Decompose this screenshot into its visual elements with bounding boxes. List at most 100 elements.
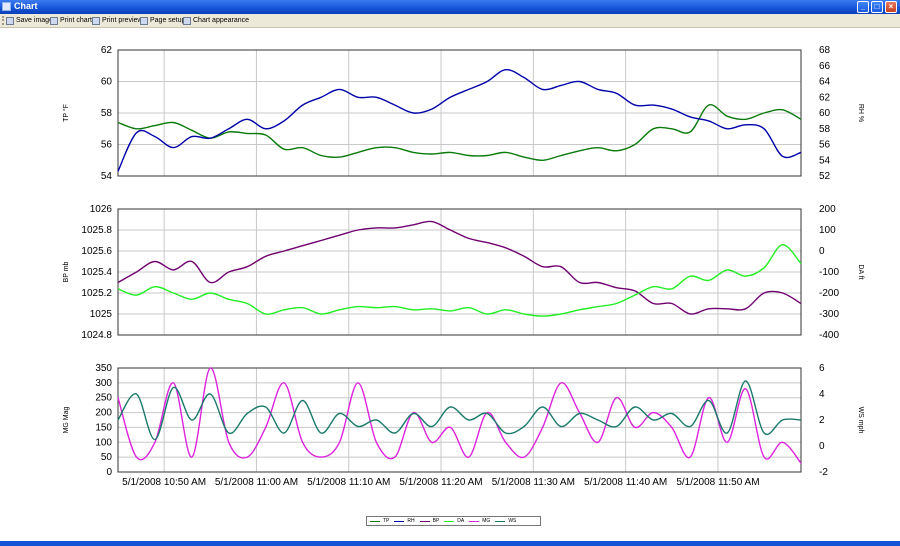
- legend-item-rh: RH: [394, 518, 415, 524]
- chart-appearance-icon: [183, 16, 191, 25]
- page-setup-icon: [140, 16, 148, 25]
- right-tick-label: 68: [819, 45, 831, 56]
- legend-swatch: [419, 520, 430, 522]
- series-da-line: [117, 244, 802, 317]
- x-tick-label: 5/1/2008 11:00 AM: [215, 477, 298, 488]
- minimize-button[interactable]: _: [857, 1, 869, 13]
- right-tick-label: 200: [819, 204, 836, 215]
- left-tick-label: 350: [95, 363, 112, 374]
- x-tick-label: 5/1/2008 10:50 AM: [122, 477, 206, 488]
- legend-item-ws: WS: [495, 518, 516, 524]
- left-tick-label: 1025.8: [81, 225, 112, 236]
- app-icon: [2, 2, 11, 11]
- left-tick-label: 1025: [90, 309, 113, 320]
- left-tick-label: 60: [101, 77, 113, 88]
- right-tick-label: -100: [819, 267, 839, 278]
- x-tick-label: 5/1/2008 11:10 AM: [307, 477, 390, 488]
- toolbar: Save image Print chart Print preview Pag…: [0, 14, 900, 28]
- right-tick-label: -200: [819, 288, 839, 299]
- print-chart-button[interactable]: Print chart: [50, 15, 92, 26]
- left-axis-title: BP mb: [63, 261, 70, 282]
- right-tick-label: -300: [819, 309, 839, 320]
- window-title: Chart: [14, 1, 38, 11]
- left-tick-label: 58: [101, 108, 113, 119]
- series-rh-line: [117, 68, 802, 172]
- left-tick-label: 250: [95, 393, 112, 404]
- legend-label: BP: [432, 518, 440, 524]
- x-tick-label: 5/1/2008 11:50 AM: [676, 477, 759, 488]
- left-tick-label: 1025.2: [81, 288, 112, 299]
- legend-label: WS: [508, 518, 517, 524]
- left-tick-label: 1024.8: [81, 330, 112, 341]
- legend-label: DA: [457, 518, 465, 524]
- legend-item-tp: TP: [370, 518, 389, 524]
- print-preview-label: Print preview: [102, 17, 143, 24]
- right-tick-label: 66: [819, 61, 831, 72]
- left-tick-label: 56: [101, 140, 113, 151]
- page-setup-button[interactable]: Page setup: [140, 15, 185, 26]
- left-tick-label: 1026: [90, 204, 113, 215]
- left-tick-label: 100: [95, 437, 112, 448]
- x-tick-label: 5/1/2008 11:20 AM: [399, 477, 482, 488]
- legend-label: TP: [383, 518, 390, 524]
- plot-frame: [117, 49, 802, 177]
- right-tick-label: 62: [819, 92, 831, 103]
- print-icon: [50, 16, 58, 25]
- chart-appearance-button[interactable]: Chart appearance: [183, 15, 249, 26]
- left-tick-label: 50: [101, 452, 113, 463]
- x-tick-label: 5/1/2008 11:40 AM: [584, 477, 667, 488]
- close-button[interactable]: ×: [885, 1, 897, 13]
- left-tick-label: 150: [95, 422, 112, 433]
- legend-label: MG: [482, 518, 491, 524]
- series-ws-line: [117, 380, 802, 441]
- save-icon: [6, 16, 14, 25]
- legend-item-bp: BP: [419, 518, 440, 524]
- right-tick-label: 0: [819, 441, 825, 452]
- right-tick-label: 100: [819, 225, 836, 236]
- window-bottom-border: [0, 541, 900, 546]
- chart-appearance-label: Chart appearance: [193, 17, 250, 24]
- title-bar: Chart _ □ ×: [0, 0, 900, 14]
- right-tick-label: 56: [819, 140, 831, 151]
- series-bp-line: [117, 220, 802, 315]
- right-axis-title: RH %: [857, 104, 864, 122]
- left-tick-label: 1025.4: [81, 267, 112, 278]
- right-tick-label: -2: [819, 467, 828, 478]
- legend-item-da: DA: [444, 518, 464, 524]
- legend-label: RH: [407, 518, 415, 524]
- left-tick-label: 1025.6: [81, 246, 112, 257]
- x-tick-label: 5/1/2008 11:30 AM: [492, 477, 575, 488]
- right-tick-label: 54: [819, 155, 831, 166]
- legend-swatch: [495, 520, 506, 522]
- left-tick-label: 62: [101, 45, 113, 56]
- maximize-button[interactable]: □: [871, 1, 883, 13]
- chart-legend: TP RH BP DA MG WS: [366, 516, 541, 526]
- right-tick-label: -400: [819, 330, 839, 341]
- legend-swatch: [444, 520, 455, 522]
- page-setup-label: Page setup: [150, 17, 186, 24]
- left-tick-label: 0: [106, 467, 112, 478]
- right-tick-label: 2: [819, 415, 825, 426]
- left-tick-label: 200: [95, 408, 112, 419]
- left-tick-label: 300: [95, 378, 112, 389]
- right-tick-label: 4: [819, 389, 825, 400]
- right-tick-label: 60: [819, 108, 831, 119]
- plot-frame: [117, 208, 802, 336]
- right-tick-label: 6: [819, 363, 825, 374]
- toolbar-grip[interactable]: [2, 16, 6, 25]
- legend-swatch: [469, 520, 480, 522]
- legend-item-mg: MG: [469, 518, 490, 524]
- print-preview-icon: [92, 16, 100, 25]
- right-tick-label: 64: [819, 77, 831, 88]
- plot-frame: [117, 367, 802, 473]
- right-tick-label: 52: [819, 171, 831, 182]
- save-image-button[interactable]: Save image: [6, 15, 53, 26]
- right-tick-label: 58: [819, 124, 831, 135]
- right-axis-title: WS mph: [857, 407, 864, 434]
- left-axis-title: TP °F: [62, 104, 70, 122]
- print-preview-button[interactable]: Print preview: [92, 15, 142, 26]
- left-tick-label: 54: [101, 171, 113, 182]
- right-axis-title: DA ft: [857, 264, 864, 279]
- legend-swatch: [394, 520, 405, 522]
